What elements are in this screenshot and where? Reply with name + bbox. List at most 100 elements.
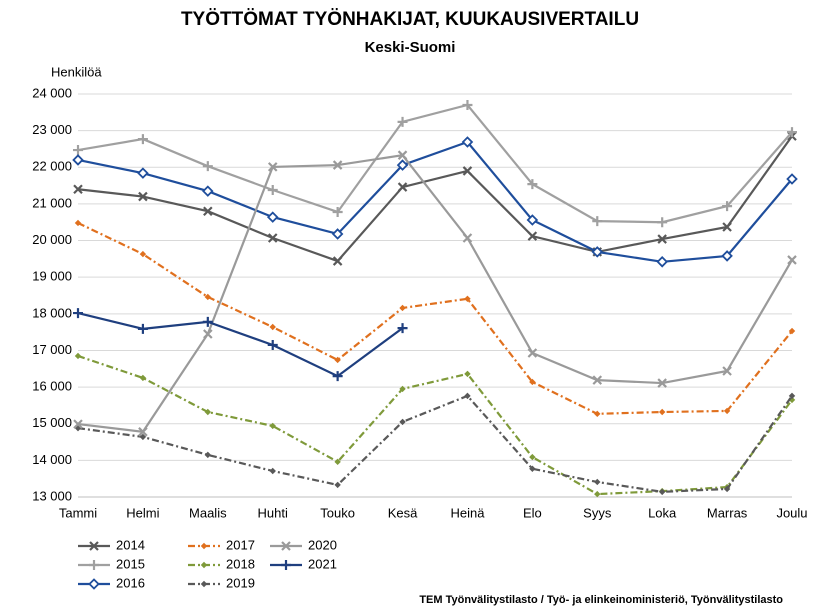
marker	[787, 255, 797, 265]
marker	[137, 323, 148, 334]
y-tick-label: 14 000	[32, 452, 72, 467]
series-line	[77, 221, 793, 415]
marker	[267, 233, 278, 243]
marker	[73, 308, 83, 319]
marker	[722, 222, 732, 232]
marker	[656, 256, 668, 268]
y-tick-label: 23 000	[32, 122, 72, 137]
marker	[139, 250, 147, 258]
marker	[202, 316, 213, 327]
y-tick-label: 21 000	[32, 195, 72, 210]
marker	[788, 327, 796, 335]
marker	[788, 392, 796, 400]
marker	[202, 161, 213, 172]
marker	[331, 228, 344, 240]
chart-subtitle: Keski-Suomi	[365, 39, 456, 56]
marker	[399, 385, 406, 393]
marker	[462, 166, 473, 176]
marker	[74, 219, 82, 227]
marker	[396, 159, 409, 171]
series-line	[77, 140, 793, 263]
y-tick-label: 18 000	[32, 305, 72, 320]
marker	[462, 233, 473, 243]
marker	[88, 578, 100, 590]
marker	[269, 467, 276, 475]
marker	[658, 488, 666, 496]
series-line	[77, 354, 793, 496]
y-axis-label: Henkilöä	[51, 64, 102, 79]
marker	[787, 127, 797, 138]
x-tick-label: Syys	[583, 505, 612, 520]
marker	[204, 451, 212, 459]
marker	[200, 580, 208, 588]
legend-label: 2018	[226, 556, 255, 571]
marker	[267, 184, 278, 195]
marker	[397, 182, 408, 192]
marker	[722, 366, 732, 376]
y-tick-label: 19 000	[32, 269, 72, 284]
marker	[527, 179, 538, 190]
marker	[464, 392, 471, 400]
x-tick-label: Maalis	[189, 505, 227, 520]
marker	[203, 329, 213, 339]
legend-label: 2021	[308, 556, 337, 571]
marker	[204, 293, 212, 301]
marker	[397, 116, 408, 127]
x-tick-label: Heinä	[450, 505, 485, 520]
marker	[72, 154, 84, 166]
marker	[657, 234, 667, 244]
marker	[139, 433, 147, 441]
marker	[527, 231, 538, 241]
marker	[786, 173, 798, 185]
marker	[399, 304, 406, 312]
marker	[529, 465, 536, 472]
marker	[89, 541, 99, 551]
marker	[334, 481, 341, 489]
series-line	[77, 103, 793, 224]
y-tick-label: 15 000	[32, 415, 72, 430]
marker	[461, 136, 474, 148]
marker	[529, 453, 536, 461]
marker	[267, 339, 278, 350]
legend-label: 2016	[116, 575, 145, 590]
marker	[594, 410, 601, 418]
marker	[527, 348, 538, 358]
marker	[73, 419, 83, 429]
marker	[332, 256, 343, 266]
marker	[592, 375, 603, 385]
series-line	[77, 153, 793, 433]
marker	[464, 295, 471, 303]
y-tick-label: 16 000	[32, 379, 72, 394]
y-tick-label: 20 000	[32, 232, 72, 247]
series-line	[77, 394, 793, 493]
marker	[657, 217, 668, 228]
marker	[464, 370, 471, 378]
legend-label: 2015	[116, 556, 145, 571]
marker	[332, 371, 343, 382]
series-line	[77, 135, 793, 263]
x-tick-label: Huhti	[258, 505, 288, 520]
marker	[281, 541, 291, 551]
marker	[138, 427, 148, 437]
x-tick-label: Loka	[648, 505, 677, 520]
marker	[723, 485, 731, 493]
marker	[591, 246, 604, 258]
marker	[657, 378, 667, 388]
marker	[204, 408, 212, 416]
marker	[89, 560, 99, 570]
marker	[723, 407, 731, 415]
marker	[332, 206, 343, 217]
marker	[526, 214, 539, 226]
marker	[138, 191, 148, 202]
series-line	[77, 312, 404, 378]
marker	[722, 201, 733, 212]
x-tick-label: Kesä	[388, 505, 418, 520]
marker	[281, 560, 291, 570]
marker	[594, 490, 601, 498]
legend-label: 2017	[226, 537, 255, 552]
marker	[267, 162, 278, 172]
marker	[266, 211, 279, 223]
marker	[73, 145, 83, 156]
chart-title: TYÖTTÖMAT TYÖNHAKIJAT, KUUKAUSIVERTAILU	[181, 9, 639, 30]
